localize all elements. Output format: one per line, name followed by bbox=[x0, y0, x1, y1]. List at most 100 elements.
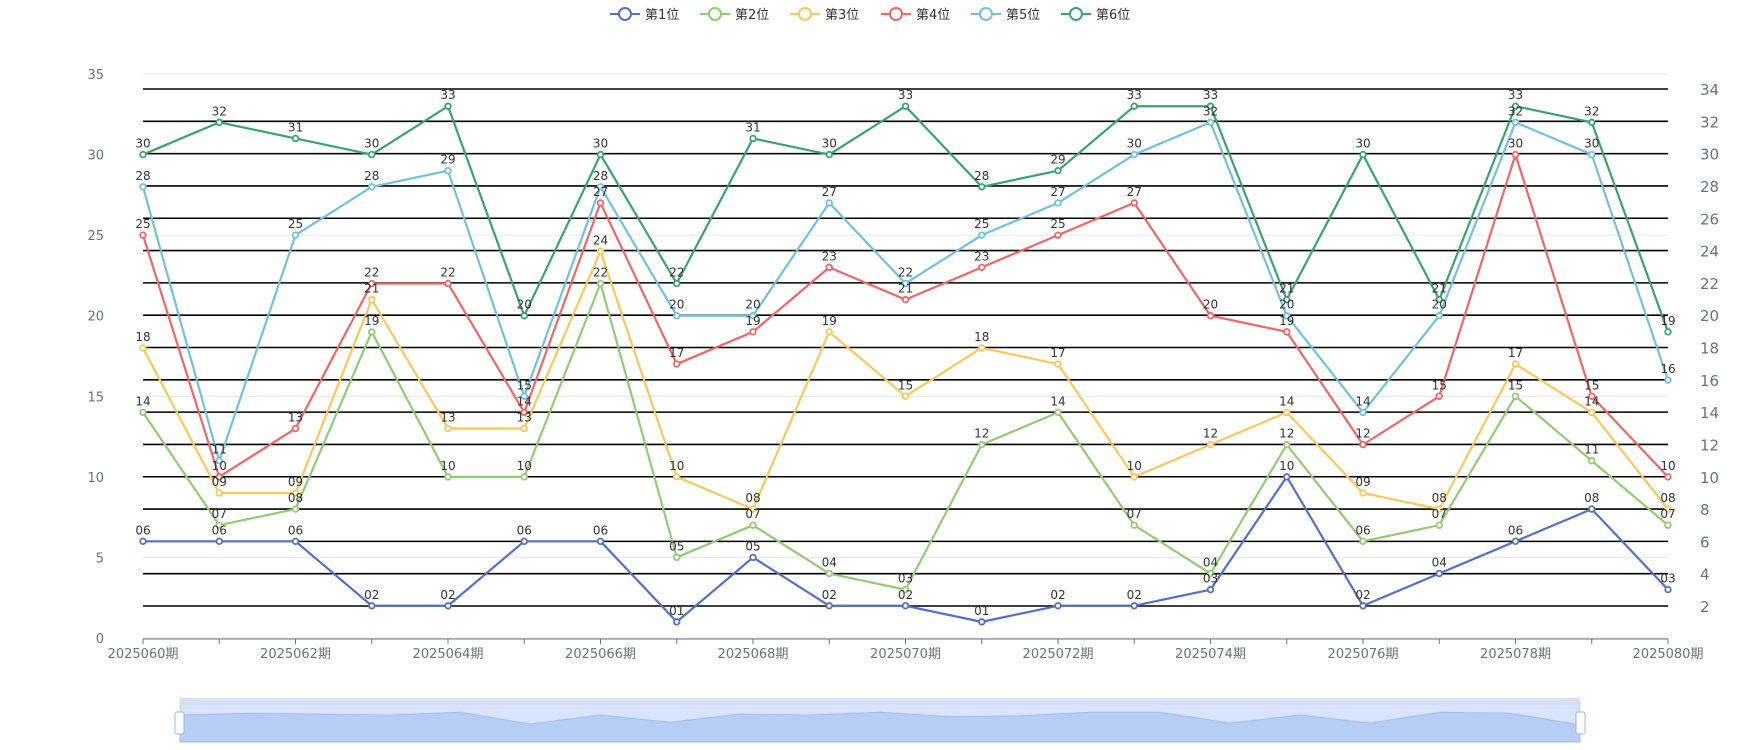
data-point[interactable] bbox=[749, 505, 757, 513]
data-point[interactable] bbox=[1206, 440, 1215, 449]
data-point[interactable] bbox=[1283, 295, 1291, 304]
data-point[interactable] bbox=[1588, 408, 1596, 417]
data-point[interactable] bbox=[1130, 602, 1138, 610]
data-point[interactable] bbox=[139, 183, 147, 191]
data-point[interactable] bbox=[520, 537, 528, 546]
data-point[interactable] bbox=[749, 521, 757, 529]
data-point[interactable] bbox=[444, 424, 452, 433]
data-point[interactable] bbox=[1206, 312, 1215, 320]
data-point[interactable] bbox=[215, 473, 223, 481]
data-point[interactable] bbox=[1435, 312, 1443, 320]
data-point[interactable] bbox=[368, 602, 376, 610]
data-point[interactable] bbox=[1435, 521, 1443, 529]
data-point[interactable] bbox=[1664, 328, 1672, 336]
data-point[interactable] bbox=[978, 618, 986, 626]
data-point[interactable] bbox=[1283, 440, 1291, 449]
legend-item[interactable]: 第5位 bbox=[971, 7, 1040, 23]
data-point[interactable] bbox=[444, 473, 452, 481]
data-point[interactable] bbox=[901, 295, 910, 304]
data-point[interactable] bbox=[1283, 408, 1291, 417]
data-point[interactable] bbox=[139, 537, 147, 546]
data-point[interactable] bbox=[825, 199, 833, 207]
data-point[interactable] bbox=[1511, 150, 1520, 159]
data-point[interactable] bbox=[978, 263, 986, 272]
data-point[interactable] bbox=[291, 537, 300, 546]
data-point[interactable] bbox=[291, 489, 300, 497]
data-point[interactable] bbox=[1206, 118, 1215, 127]
data-point[interactable] bbox=[1054, 408, 1062, 417]
data-point[interactable] bbox=[1588, 118, 1596, 127]
data-point[interactable] bbox=[749, 553, 757, 562]
data-point[interactable] bbox=[1283, 473, 1291, 481]
data-point[interactable] bbox=[1588, 150, 1596, 159]
data-point[interactable] bbox=[1206, 585, 1215, 594]
data-point[interactable] bbox=[825, 569, 833, 578]
data-point[interactable] bbox=[1664, 585, 1672, 594]
data-point[interactable] bbox=[1588, 457, 1596, 465]
data-point[interactable] bbox=[825, 602, 833, 610]
data-point[interactable] bbox=[215, 521, 223, 529]
data-point[interactable] bbox=[1588, 505, 1596, 513]
data-point[interactable] bbox=[368, 295, 376, 304]
data-point[interactable] bbox=[1359, 150, 1367, 159]
legend-item[interactable]: 第1位 bbox=[610, 7, 679, 23]
data-point[interactable] bbox=[1054, 166, 1062, 175]
data-point[interactable] bbox=[520, 312, 528, 320]
data-point[interactable] bbox=[1054, 360, 1062, 368]
data-point[interactable] bbox=[1511, 118, 1520, 127]
data-point[interactable] bbox=[215, 118, 223, 127]
data-point[interactable] bbox=[520, 392, 528, 400]
data-point[interactable] bbox=[1130, 199, 1138, 207]
data-point[interactable] bbox=[1435, 569, 1443, 578]
data-zoom-slider[interactable] bbox=[174, 698, 1586, 743]
data-point[interactable] bbox=[673, 473, 681, 481]
data-point[interactable] bbox=[1359, 489, 1367, 497]
data-point[interactable] bbox=[444, 279, 452, 288]
data-point[interactable] bbox=[1130, 102, 1138, 110]
data-point[interactable] bbox=[749, 312, 757, 320]
data-point[interactable] bbox=[215, 489, 223, 497]
data-point[interactable] bbox=[520, 473, 528, 481]
data-point[interactable] bbox=[596, 199, 605, 207]
data-point[interactable] bbox=[291, 505, 300, 513]
data-point[interactable] bbox=[291, 134, 300, 143]
data-point[interactable] bbox=[1054, 231, 1062, 239]
data-point[interactable] bbox=[1130, 150, 1138, 159]
data-point[interactable] bbox=[139, 231, 147, 239]
data-point[interactable] bbox=[673, 279, 681, 288]
data-point[interactable] bbox=[368, 328, 376, 336]
data-point[interactable] bbox=[596, 247, 605, 255]
legend-item[interactable]: 第3位 bbox=[790, 7, 859, 23]
data-point[interactable] bbox=[1435, 505, 1443, 513]
data-point[interactable] bbox=[520, 408, 528, 417]
data-point[interactable] bbox=[673, 360, 681, 368]
data-point[interactable] bbox=[1664, 376, 1672, 384]
data-point[interactable] bbox=[215, 537, 223, 546]
data-point[interactable] bbox=[444, 102, 452, 110]
data-point[interactable] bbox=[596, 150, 605, 159]
data-point[interactable] bbox=[444, 602, 452, 610]
data-point[interactable] bbox=[1359, 602, 1367, 610]
data-point[interactable] bbox=[1359, 537, 1367, 546]
data-point[interactable] bbox=[901, 279, 910, 288]
data-point[interactable] bbox=[1359, 408, 1367, 417]
legend-item[interactable]: 第4位 bbox=[881, 7, 950, 23]
data-point[interactable] bbox=[825, 328, 833, 336]
data-point[interactable] bbox=[1511, 392, 1520, 400]
series-lines[interactable] bbox=[139, 102, 1672, 626]
data-point[interactable] bbox=[901, 102, 910, 110]
data-point[interactable] bbox=[749, 134, 757, 143]
data-point[interactable] bbox=[749, 328, 757, 336]
data-point[interactable] bbox=[1511, 537, 1520, 546]
data-point[interactable] bbox=[1359, 440, 1367, 449]
data-point[interactable] bbox=[1588, 392, 1596, 400]
data-point[interactable] bbox=[520, 424, 528, 433]
data-point[interactable] bbox=[1511, 360, 1520, 368]
data-point[interactable] bbox=[1206, 102, 1215, 110]
data-point[interactable] bbox=[978, 344, 986, 352]
data-point[interactable] bbox=[978, 440, 986, 449]
data-point[interactable] bbox=[596, 537, 605, 546]
data-point[interactable] bbox=[1664, 521, 1672, 529]
data-point[interactable] bbox=[1130, 473, 1138, 481]
data-point[interactable] bbox=[139, 344, 147, 352]
